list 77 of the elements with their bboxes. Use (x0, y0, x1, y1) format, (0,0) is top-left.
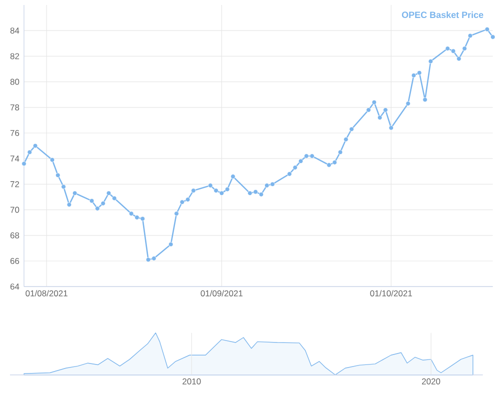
point (406, 101, 410, 106)
y-tick-label: 84 (10, 28, 20, 34)
y-tick-label: 74 (10, 156, 20, 162)
point (372, 100, 377, 105)
y-tick-label: 70 (10, 206, 20, 213)
point (134, 215, 140, 220)
x-tick-label: 2020 (422, 378, 440, 384)
x-tick-label: 01/10/2021 (370, 290, 412, 296)
point (224, 186, 230, 192)
point (468, 33, 473, 38)
point (422, 97, 428, 102)
point (377, 115, 382, 120)
point (174, 211, 179, 216)
point (230, 174, 236, 179)
point (140, 216, 146, 222)
point (270, 182, 275, 187)
point (383, 108, 388, 112)
point (366, 108, 371, 112)
point (208, 183, 213, 188)
point (450, 48, 456, 54)
point (72, 190, 78, 196)
point (304, 154, 309, 159)
y-tick-label: 80 (10, 78, 20, 85)
point (490, 34, 495, 40)
point (106, 190, 112, 196)
point (214, 188, 218, 194)
point (258, 192, 264, 197)
point (219, 190, 224, 196)
point (95, 206, 100, 211)
point (191, 188, 196, 194)
point (100, 201, 106, 206)
x-tick-label: 01/09/2021 (200, 290, 243, 296)
series-label: OPEC Basket Price (402, 11, 484, 18)
y-tick-label: 68 (10, 232, 20, 238)
x-tick-label: 2010 (182, 378, 201, 384)
point (264, 183, 270, 188)
point (416, 70, 422, 76)
point (168, 242, 174, 247)
point (66, 202, 72, 208)
point (338, 150, 343, 155)
point (253, 190, 258, 194)
point (61, 184, 66, 190)
point (146, 257, 151, 262)
point (55, 172, 60, 178)
point (50, 158, 55, 162)
y-tick-label: 76 (10, 130, 20, 136)
y-tick-label: 64 (10, 284, 20, 290)
point (326, 162, 332, 168)
point (428, 58, 434, 64)
y-tick-label: 66 (10, 258, 20, 264)
point (128, 211, 134, 216)
point (411, 73, 416, 78)
point (22, 161, 26, 166)
point (462, 46, 467, 51)
y-tick-label: 72 (10, 181, 20, 188)
point (112, 196, 117, 201)
point (89, 198, 94, 204)
x-tick-label: 01/08/2021 (26, 290, 68, 296)
point (185, 197, 190, 202)
point (332, 160, 338, 165)
point (484, 26, 490, 32)
y-tick-label: 82 (10, 53, 20, 60)
point (287, 172, 292, 176)
point (445, 46, 450, 51)
point (292, 165, 298, 170)
point (298, 158, 304, 164)
point (310, 154, 314, 159)
point (344, 137, 348, 142)
point (456, 56, 462, 62)
y-tick-label: 78 (10, 104, 20, 110)
point (349, 126, 354, 132)
point (152, 256, 156, 261)
point (388, 126, 394, 130)
point (248, 190, 252, 196)
point (180, 200, 185, 205)
point (27, 150, 32, 155)
point (32, 143, 38, 148)
